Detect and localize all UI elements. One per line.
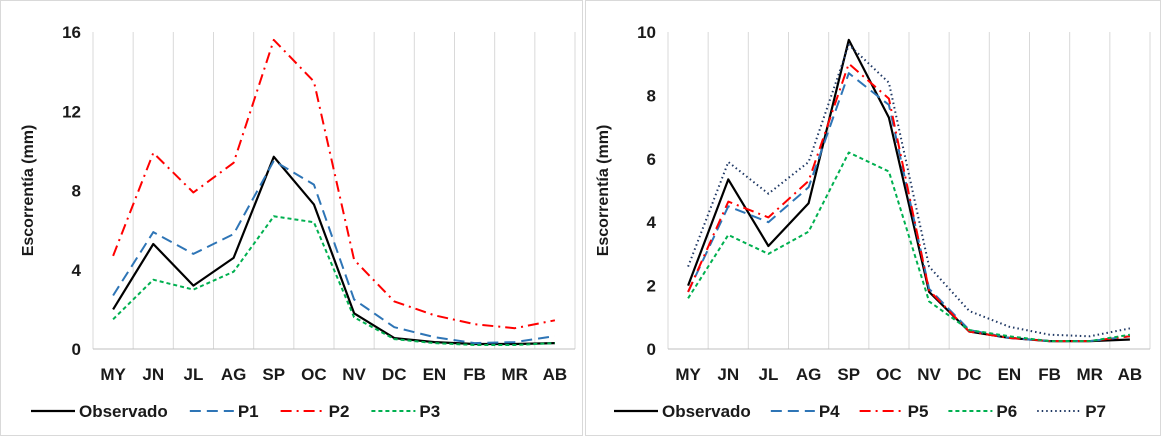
y-tick-label: 16: [62, 23, 81, 42]
x-tick-label: FB: [463, 365, 486, 384]
x-tick-label: MY: [100, 365, 126, 384]
x-tick-label: JL: [758, 365, 778, 384]
x-tick-label: SP: [262, 365, 285, 384]
series-line-p5: [687, 62, 1131, 343]
x-tick-label: AG: [796, 365, 822, 384]
legend-label: P1: [238, 402, 259, 421]
legend-label: P2: [329, 402, 350, 421]
x-tick-label: AB: [1118, 365, 1143, 384]
y-axis-title: Escorrentía (mm): [20, 125, 37, 257]
y-tick-label: 0: [72, 340, 81, 359]
x-tick-label: NV: [342, 365, 366, 384]
x-tick-label: DC: [957, 365, 982, 384]
x-tick-label: JN: [717, 365, 739, 384]
chart-left-svg: 0 4 8 12 16 MY JN JL AG SP OC NV DC EN FB MR AB Escorrent…: [20, 23, 576, 421]
series-line-p6: [687, 151, 1131, 343]
legend-label: Observado: [79, 402, 168, 421]
x-tick-label: JN: [142, 365, 164, 384]
x-tick-label: EN: [423, 365, 447, 384]
chart-right-svg: 0 2 4 6 8 10 MY JN JL AG SP OC NV DC EN FB MR AB Escorrent…: [595, 23, 1151, 421]
y-tick-label: 4: [72, 261, 82, 280]
y-tick-label: 6: [647, 150, 656, 169]
y-tick-label: 8: [72, 182, 81, 201]
y-tick-label: 12: [62, 102, 81, 121]
x-tick-label: SP: [837, 365, 860, 384]
y-tick-label: 2: [647, 277, 656, 296]
legend-label: P4: [819, 402, 840, 421]
x-tick-label: JL: [183, 365, 203, 384]
x-tick-label: EN: [998, 365, 1022, 384]
chart-panel-right: 0 2 4 6 8 10 MY JN JL AG SP OC NV DC EN FB MR AB Escorrent…: [585, 0, 1161, 436]
x-tick-label: OC: [301, 365, 327, 384]
legend-label: P6: [996, 402, 1017, 421]
legend-label: P7: [1085, 402, 1106, 421]
y-tick-label: 4: [647, 213, 657, 232]
x-tick-label: DC: [382, 365, 407, 384]
legend-label: P3: [419, 402, 440, 421]
chart-panel-left: 0 4 8 12 16 MY JN JL AG SP OC NV DC EN FB MR AB Escorrent…: [0, 0, 583, 436]
x-tick-label: AG: [221, 365, 247, 384]
legend-label: Observado: [662, 402, 751, 421]
x-tick-label: FB: [1038, 365, 1061, 384]
legend-label: P5: [908, 402, 929, 421]
series-line-p1: [112, 159, 556, 345]
x-tick-label: MY: [675, 365, 701, 384]
y-axis-title: Escorrentía (mm): [595, 125, 612, 257]
x-tick-label: NV: [917, 365, 941, 384]
y-tick-label: 8: [647, 86, 656, 105]
y-tick-label: 0: [647, 340, 656, 359]
series-line-p3: [112, 215, 555, 346]
x-tick-label: AB: [543, 365, 568, 384]
x-tick-label: MR: [502, 365, 528, 384]
x-tick-label: MR: [1077, 365, 1103, 384]
x-tick-label: OC: [876, 365, 902, 384]
y-tick-label: 10: [637, 23, 656, 42]
